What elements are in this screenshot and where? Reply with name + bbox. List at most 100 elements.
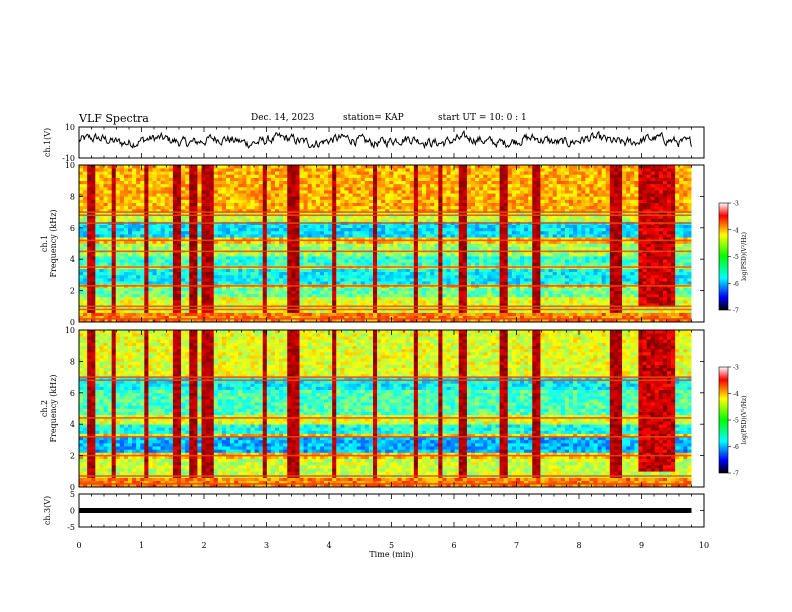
ch1-spectrogram-cell: [128, 180, 133, 185]
ch1-spectrogram-cell: [454, 252, 460, 257]
ch1-spectrogram-cell: [201, 290, 206, 295]
ch1-spectrogram-cell: [160, 281, 166, 285]
ch1-spectrogram-cell: [475, 296, 480, 301]
ch1-spectrogram-cell: [189, 246, 194, 251]
ch1-spectrogram-cell: [213, 246, 219, 251]
ch1-spectrogram-cell: [275, 199, 280, 203]
ch1-spectrogram-cell: [193, 315, 198, 320]
ch1-spectrogram-cell: [279, 227, 284, 232]
ch1-spectrogram-cell: [328, 290, 333, 295]
ch1-spectrogram-cell: [111, 205, 117, 210]
ch1-spectrogram-cell: [401, 306, 406, 310]
ch1-spectrogram-cell: [234, 303, 239, 307]
ch1-spectrogram-cell: [136, 186, 141, 191]
ch1-spectrogram-cell: [340, 303, 345, 307]
ch1-spectrogram-cell: [213, 177, 219, 181]
ch1-spectrogram-cell: [389, 215, 394, 219]
ch1-spectrogram-cell: [311, 259, 317, 263]
ch1-spectrogram-cell: [197, 208, 202, 213]
ch1-spectrogram-cell: [283, 165, 288, 169]
ch1-spectrogram-cell: [426, 224, 431, 229]
ch1-spectrogram-cell: [144, 306, 149, 310]
ch1-spectrogram-cell: [413, 271, 419, 276]
ch1-spectrogram-cell: [262, 199, 268, 203]
ch1-spectrogram-cell: [217, 237, 223, 241]
ch1-spectrogram-cell: [360, 234, 366, 238]
ch1-spectrogram-cell: [373, 218, 378, 222]
ch1-spectrogram-cell: [91, 180, 96, 185]
ch1-spectrogram-cell: [221, 243, 227, 247]
ch1-spectrogram-cell: [258, 174, 264, 178]
ch1-spectrogram-cell: [458, 290, 464, 295]
ch1-spectrogram-cell: [368, 212, 374, 216]
ch1-spectrogram-cell: [262, 215, 268, 219]
ch1-spectrogram-cell: [295, 312, 300, 317]
ch1-spectrogram-cell: [250, 180, 255, 185]
ch1-spectrogram-cell: [119, 215, 125, 219]
ch1-spectrogram-cell: [368, 303, 374, 307]
ch1-spectrogram-cell: [324, 274, 329, 279]
ch1-spectrogram-cell: [360, 208, 366, 213]
ch1-spectrogram-cell: [409, 215, 415, 219]
ch1-spectrogram-cell: [136, 174, 141, 178]
ch1-spectrogram-cell: [83, 193, 88, 197]
ch1-spectrogram-cell: [340, 224, 345, 229]
ch1-spectrogram-cell: [226, 186, 231, 191]
ch1-spectrogram-cell: [377, 312, 382, 317]
station-label: station= KAP: [343, 113, 404, 123]
ch1-spectrogram-cell: [160, 262, 166, 266]
ch1-spectrogram-cell: [181, 287, 186, 291]
ch1-spectrogram-cell: [348, 196, 353, 200]
ch1-spectrogram-cell: [291, 271, 296, 276]
ch1-spectrogram-cell: [275, 224, 280, 229]
ch1-spectrogram-cell: [213, 306, 219, 310]
ch1-spectrogram-cell: [177, 230, 182, 235]
ch1-spectrogram-cell: [319, 262, 325, 266]
ch1-spectrogram-cell: [107, 218, 112, 222]
ch1-spectrogram-cell: [99, 224, 104, 229]
ch1-spectrogram-cell: [79, 309, 84, 313]
ch1-spectrogram-cell: [111, 230, 117, 235]
ch1-spectrogram-cell: [164, 306, 170, 310]
ch1-spectrogram-cell: [87, 315, 92, 320]
ch1-spectrogram-cell: [328, 215, 333, 219]
ch1-spectrogram-cell: [172, 168, 178, 172]
ch1-spectrogram-cell: [417, 215, 423, 219]
ch1-spectrogram-cell: [413, 256, 419, 260]
ch1-spectrogram-cell: [270, 168, 276, 172]
ch1-spectrogram-cell: [426, 186, 431, 191]
ch1-spectrogram-cell: [79, 252, 84, 257]
ch1-spectrogram-cell: [258, 268, 264, 273]
ch1-spectrogram-cell: [319, 165, 325, 169]
ch1-spectrogram-cell: [103, 230, 108, 235]
ch1-spectrogram-cell: [462, 306, 468, 310]
ch1-spectrogram-cell: [172, 237, 178, 241]
ch1-spectrogram-cell: [270, 281, 276, 285]
ch1-spectrogram-cell: [324, 240, 329, 244]
ch1-spectrogram-cell: [311, 174, 317, 178]
ch1-spectrogram-cell: [83, 168, 88, 172]
ch1-spectrogram-cell: [409, 190, 415, 194]
ch1-spectrogram-cell: [381, 186, 386, 191]
ch1-spectrogram-cell: [201, 271, 206, 276]
ch1-spectrogram-cell: [140, 312, 145, 317]
ch1-spectrogram-cell: [454, 202, 460, 207]
ch1-spectrogram-cell: [221, 309, 227, 313]
ch1-spectrogram-cell: [319, 293, 325, 298]
ch1-spectrogram-cell: [115, 205, 121, 210]
ch1-spectrogram-cell: [79, 293, 84, 298]
ch1-spectrogram-cell: [328, 274, 333, 279]
ch1-spectrogram-cell: [140, 208, 145, 213]
ch1-spectrogram-cell: [385, 177, 390, 181]
ch1-spectrogram-cell: [221, 300, 227, 304]
ch1-spectrogram-cell: [111, 312, 117, 317]
ch1-spectrogram-cell: [185, 309, 190, 313]
ch1-spectrogram-cell: [87, 281, 92, 285]
ch1-spectrogram-cell: [119, 208, 125, 213]
ch1-spectrogram-cell: [307, 271, 313, 276]
ch1-spectrogram-cell: [307, 287, 313, 291]
ch1-spectrogram-cell: [136, 208, 141, 213]
ch1-spectrogram-cell: [91, 290, 96, 295]
ch1-spectrogram-cell: [83, 318, 88, 323]
ch1-spectrogram-cell: [438, 278, 443, 282]
